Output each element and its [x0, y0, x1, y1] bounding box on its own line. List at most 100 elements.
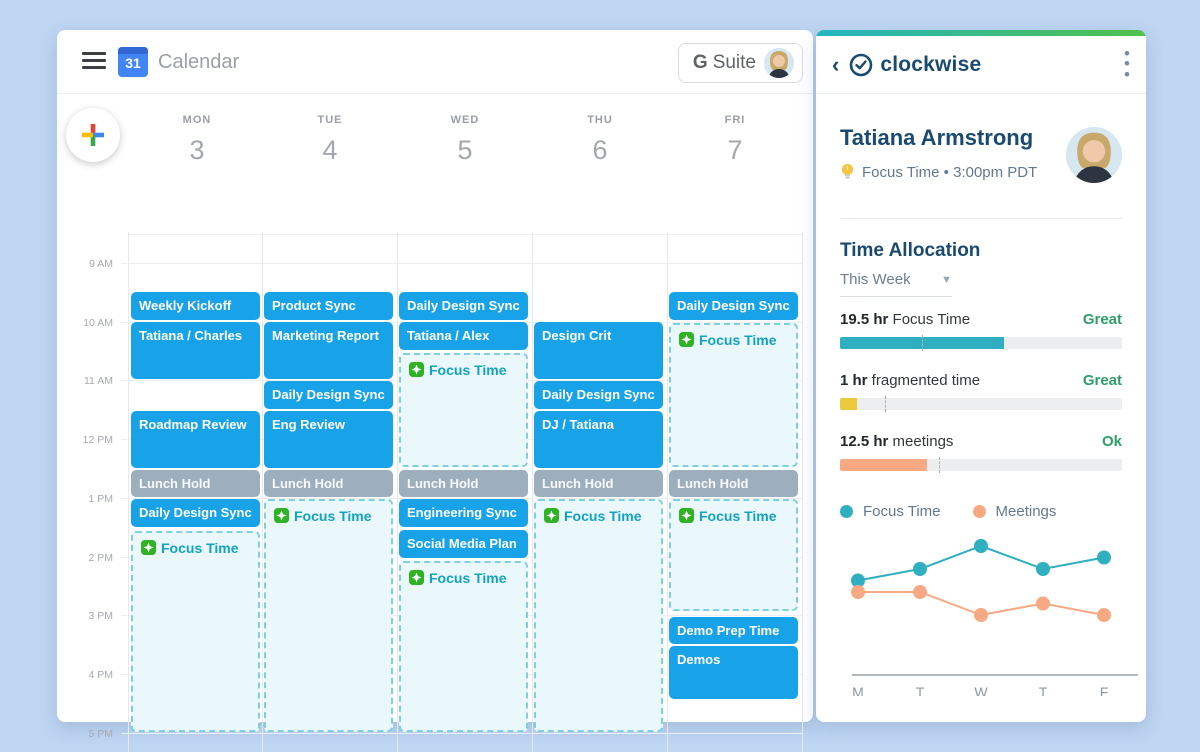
back-chevron-icon[interactable]: ‹ [832, 51, 840, 77]
time-label: 5 PM [88, 727, 113, 740]
metric-progress-bar [840, 335, 1122, 351]
user-avatar-small[interactable] [764, 48, 794, 78]
metric-target-marker [885, 396, 887, 412]
chart-legend: Focus Time Meetings [840, 503, 1056, 520]
event-focus-time[interactable]: Focus Time [669, 323, 798, 467]
event-lunch-hold[interactable]: Lunch Hold [669, 470, 798, 497]
time-label: 3 PM [88, 610, 113, 623]
event-tatiana-alex[interactable]: Tatiana / Alex [399, 322, 528, 350]
event-daily-design-sync[interactable]: Daily Design Sync [131, 499, 260, 527]
event-lunch-hold[interactable]: Lunch Hold [534, 470, 663, 497]
grid-hour-line [121, 263, 802, 264]
metric-rating: Great [1082, 372, 1122, 389]
event-focus-time[interactable]: Focus Time [399, 561, 528, 732]
event-roadmap-review[interactable]: Roadmap Review [131, 411, 260, 468]
calendar-header: 31 Calendar G Suite [57, 30, 813, 94]
day-header-thu[interactable]: THU 6 [587, 114, 613, 165]
grid-hour-line [121, 732, 802, 734]
create-event-button[interactable] [66, 108, 120, 162]
grid-day-divider [802, 232, 803, 752]
event-lunch-hold[interactable]: Lunch Hold [131, 470, 260, 497]
time-label: 4 PM [88, 668, 113, 681]
event-demos[interactable]: Demos [669, 646, 798, 699]
time-label: 1 PM [88, 492, 113, 505]
event-daily-design-sync[interactable]: Daily Design Sync [534, 381, 663, 409]
event-engineering-sync[interactable]: Engineering Sync [399, 499, 528, 527]
gsuite-g-label: G [692, 52, 708, 73]
focus-sparkle-icon [679, 508, 694, 523]
focus-sparkle-icon [679, 332, 694, 347]
metric-target-marker [921, 335, 923, 351]
clockwise-sidebar: ‹ clockwise • • • Tatiana Armstrong Focus … [816, 30, 1146, 722]
metric-target-marker [938, 457, 940, 473]
gsuite-suite-label: Suite [712, 52, 756, 73]
app-title: Calendar [158, 51, 240, 73]
lightbulb-icon [841, 163, 854, 179]
metric-progress-bar [840, 396, 1122, 412]
week-grid: MON 3 TUE 4 WED 5 THU 6 FRI 7 9 AM 10 AM 11 AM 12 PM… [57, 94, 813, 752]
event-dj-tatiana[interactable]: DJ / Tatiana [534, 411, 663, 468]
event-design-crit[interactable]: Design Crit [534, 322, 663, 379]
day-header-fri[interactable]: FRI 7 [724, 114, 746, 165]
event-focus-time[interactable]: Focus Time [534, 499, 663, 732]
svg-text:T: T [1039, 684, 1048, 696]
event-product-sync[interactable]: Product Sync [264, 292, 393, 320]
metric-rating: Ok [1101, 433, 1122, 450]
time-label: 12 PM [82, 434, 113, 447]
event-focus-time[interactable]: Focus Time [399, 353, 528, 467]
event-weekly-kickoff[interactable]: Weekly Kickoff [131, 292, 260, 320]
event-daily-design-sync[interactable]: Daily Design Sync [669, 292, 798, 320]
day-header-tue[interactable]: TUE 4 [317, 114, 343, 165]
metric-focus-time: 19.5 hr Focus Time Great [840, 311, 1122, 351]
event-daily-design-sync[interactable]: Daily Design Sync [399, 292, 528, 320]
focus-sparkle-icon [409, 362, 424, 377]
grid-hour-line [128, 234, 802, 235]
clockwise-wordmark: clockwise [880, 52, 982, 76]
plus-icon [82, 124, 104, 146]
grid-hour-line [121, 497, 802, 499]
user-name: Tatiana Armstrong [840, 125, 1034, 150]
focus-sparkle-icon [141, 540, 156, 555]
legend-item-focus-time: Focus Time [840, 503, 941, 520]
metric-meetings: 12.5 hr meetings Ok [840, 433, 1122, 473]
focus-sparkle-icon [409, 570, 424, 585]
chevron-down-icon: ▼ [941, 274, 952, 286]
event-eng-review[interactable]: Eng Review [264, 411, 393, 468]
range-selector-dropdown[interactable]: This Week ▼ [840, 271, 952, 297]
legend-item-meetings: Meetings [972, 503, 1056, 520]
event-focus-time[interactable]: Focus Time [131, 531, 260, 732]
day-header-wed[interactable]: WED 5 [450, 114, 480, 165]
event-social-media-plan[interactable]: Social Media Plan [399, 530, 528, 558]
grid-day-divider [532, 232, 533, 752]
svg-text:M: M [852, 684, 864, 696]
event-focus-time[interactable]: Focus Time [669, 499, 798, 611]
gsuite-account-button[interactable]: G Suite [677, 43, 803, 83]
divider [840, 218, 1122, 219]
grid-day-divider [397, 232, 398, 752]
metric-rating: Great [1082, 311, 1122, 328]
event-focus-time[interactable]: Focus Time [264, 499, 393, 732]
event-marketing-report[interactable]: Marketing Report [264, 322, 393, 379]
grid-day-divider [128, 232, 129, 752]
event-lunch-hold[interactable]: Lunch Hold [264, 470, 393, 497]
metric-fragmented-time: 1 hr fragmented time Great [840, 372, 1122, 412]
event-demo-prep-time[interactable]: Demo Prep Time [669, 617, 798, 644]
day-header-mon[interactable]: MON 3 [182, 114, 212, 165]
kebab-menu-icon[interactable]: • • • [1124, 43, 1130, 84]
user-block: Tatiana Armstrong Focus Time • 3:00pm PD… [840, 125, 1122, 183]
user-status: Focus Time • 3:00pm PDT [840, 163, 1122, 181]
metrics-list: 19.5 hr Focus Time Great 1 hr fragmented t… [840, 311, 1122, 494]
svg-text:T: T [916, 684, 925, 696]
time-label: 2 PM [88, 551, 113, 564]
event-daily-design-sync[interactable]: Daily Design Sync [264, 381, 393, 409]
google-calendar-icon: 31 [118, 47, 148, 77]
metric-progress-bar [840, 457, 1122, 473]
grid-day-divider [262, 232, 263, 752]
event-lunch-hold[interactable]: Lunch Hold [399, 470, 528, 497]
clockwise-clock-icon [850, 53, 873, 76]
hamburger-menu-icon[interactable] [82, 52, 106, 70]
calendar-window: 31 Calendar G Suite MON 3 TUE 4 WED 5 THU 6 FRI 7… [57, 30, 813, 752]
user-avatar-large [1066, 127, 1122, 183]
event-tatiana-charles[interactable]: Tatiana / Charles [131, 322, 260, 379]
